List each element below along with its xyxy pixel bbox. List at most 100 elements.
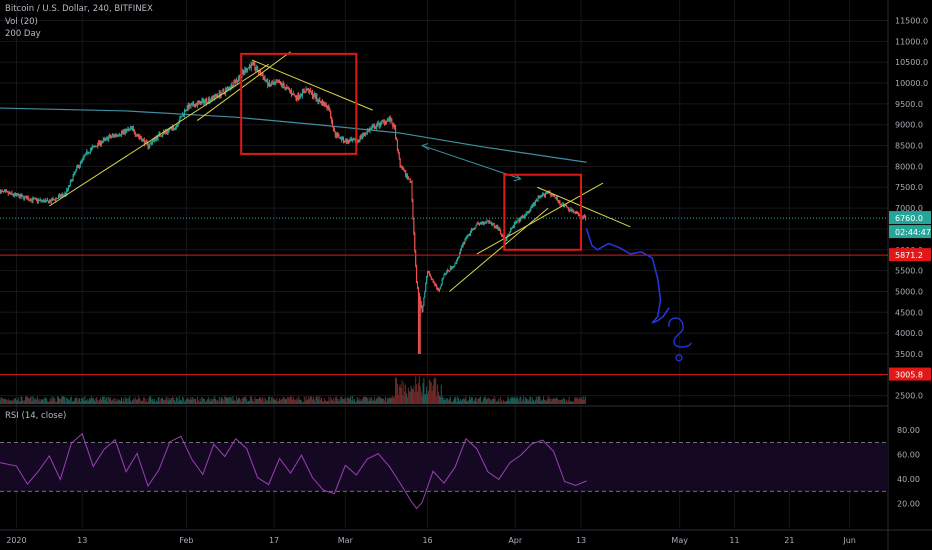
volume-bar (78, 398, 80, 404)
volume-bar (543, 399, 545, 404)
candle-body (438, 288, 440, 291)
volume-bar (316, 397, 318, 404)
volume-bar (430, 382, 432, 404)
candle-body (5, 191, 7, 193)
volume-bar (550, 401, 552, 404)
volume-bar (434, 377, 436, 404)
volume-bar (92, 397, 94, 404)
candle-body (393, 124, 395, 128)
candle-body (198, 101, 200, 103)
volume-bar (426, 386, 428, 404)
candle-body (15, 193, 17, 195)
candle-body (213, 96, 215, 99)
volume-bar (490, 399, 492, 404)
candle-body (473, 229, 475, 231)
volume-bar (144, 401, 146, 404)
candle-body (460, 247, 462, 250)
candle-body (399, 158, 401, 166)
price-axis-tick: 9000.0 (895, 121, 923, 130)
time-axis-tick: Apr (508, 536, 523, 545)
candle-body (344, 140, 346, 142)
candle-body (149, 143, 151, 146)
volume-bar (331, 398, 333, 404)
candle-body (443, 274, 445, 278)
volume-bar (62, 396, 64, 404)
candle-body (446, 271, 448, 275)
volume-bar (225, 396, 227, 404)
candle-body (482, 221, 484, 224)
arrow-head (420, 143, 430, 150)
volume-bar (164, 399, 166, 404)
candle-body (81, 158, 83, 161)
candle-body (440, 284, 442, 287)
candle-body (139, 136, 141, 138)
candle-body (485, 222, 487, 224)
candle-body (353, 139, 355, 141)
candle-body (572, 210, 574, 212)
volume-bar (353, 399, 355, 404)
volume-bar (177, 401, 179, 404)
volume-bar (216, 400, 218, 404)
volume-bar (287, 396, 289, 404)
candle-body (350, 139, 352, 141)
candle-body (16, 193, 18, 196)
volume-bar (25, 396, 27, 404)
candle-body (128, 128, 130, 130)
volume-bar (99, 399, 101, 404)
volume-bar (214, 396, 216, 404)
candle-body (61, 194, 63, 196)
candle-body (93, 146, 95, 148)
volume-bar (108, 396, 110, 404)
rsi-legend[interactable]: RSI (14, close) (5, 411, 67, 421)
annotation-box (240, 52, 358, 155)
volume-bar (58, 398, 60, 404)
volume-bar (189, 399, 191, 404)
volume-bar (458, 397, 460, 404)
candle-body (273, 82, 275, 84)
candle-body (36, 198, 38, 200)
volume-legend[interactable]: Vol (20) (5, 17, 38, 27)
volume-bar (556, 398, 558, 404)
volume-bar (161, 398, 163, 404)
symbol-legend[interactable]: Bitcoin / U.S. Dollar, 240, BITFINEX (5, 4, 153, 14)
candle-body (123, 129, 125, 132)
volume-bar (539, 396, 541, 404)
candle-body (567, 207, 569, 210)
volume-bar (134, 396, 136, 404)
volume-bar (573, 401, 575, 404)
volume-bar (267, 400, 269, 404)
candle-body (481, 221, 483, 225)
candle-body (238, 75, 240, 79)
candle-body (353, 139, 355, 141)
candle-body (145, 140, 147, 142)
candle-body (229, 87, 231, 89)
candle-body (575, 212, 577, 214)
candle-body (486, 220, 488, 223)
volume-bar (128, 397, 130, 404)
candle-body (342, 137, 344, 140)
candle-body (321, 101, 323, 106)
volume-bar (218, 396, 220, 404)
candle-body (274, 82, 276, 84)
volume-bar (385, 396, 387, 404)
ma-legend[interactable]: 200 Day (5, 29, 41, 39)
volume-bar (291, 399, 293, 404)
volume-bar (506, 400, 508, 404)
volume-bar (231, 400, 233, 404)
volume-bar (422, 383, 424, 404)
candle-body (199, 101, 201, 105)
time-axis-tick: 17 (269, 536, 279, 545)
candle-body (36, 199, 38, 202)
volume-bar (182, 396, 184, 404)
volume-bar (281, 399, 283, 404)
candle-body (226, 87, 228, 89)
volume-bar (163, 400, 165, 404)
volume-bar (392, 396, 394, 404)
last-price-badge-bg (889, 211, 931, 225)
volume-bar (438, 395, 440, 404)
volume-bar (280, 398, 282, 404)
candle-body (160, 135, 162, 137)
candle-body (378, 123, 380, 126)
candle-body (543, 193, 545, 195)
